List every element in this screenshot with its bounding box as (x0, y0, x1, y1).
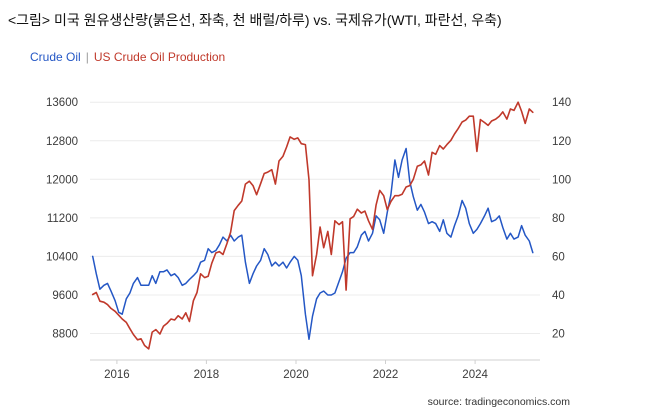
x-axis-tick-label: 2016 (104, 369, 130, 381)
legend-separator: | (85, 50, 89, 64)
x-axis-tick-label: 2022 (373, 369, 399, 381)
x-axis-tick-label: 2018 (194, 369, 220, 381)
y-axis-right-tick-label: 60 (552, 251, 565, 263)
y-axis-left-tick-label: 12000 (46, 174, 78, 186)
figure-title: <그림> 미국 원유생산량(붉은선, 좌축, 천 배럴/하루) vs. 국제유가… (8, 12, 502, 28)
y-axis-right-tick-label: 120 (552, 136, 571, 148)
y-axis-left-tick-label: 8800 (52, 329, 78, 341)
y-axis-right-tick-label: 20 (552, 329, 565, 341)
y-axis-right-tick-label: 80 (552, 213, 565, 225)
x-axis-tick-label: 2024 (462, 369, 488, 381)
y-axis-left-tick-label: 13600 (46, 97, 78, 109)
y-axis-left-tick-label: 12800 (46, 136, 78, 148)
legend-crude-oil: Crude Oil (30, 50, 81, 64)
y-axis-right-tick-label: 100 (552, 174, 571, 186)
chart-legend: Crude Oil | US Crude Oil Production (30, 50, 225, 64)
y-axis-left-tick-label: 9600 (52, 290, 78, 302)
series-line-wti (91, 147, 534, 341)
y-axis-right-tick-label: 140 (552, 97, 571, 109)
y-axis-left-tick-label: 11200 (47, 213, 78, 225)
x-axis-tick-label: 2020 (283, 369, 309, 381)
series-line-production (91, 101, 534, 350)
legend-us-production: US Crude Oil Production (93, 50, 226, 64)
y-axis-left-tick-label: 10400 (46, 251, 78, 263)
y-axis-right-tick-label: 40 (552, 290, 565, 302)
source-credit: source: tradingeconomics.com (427, 396, 570, 408)
dual-axis-line-chart: 8800 9600 10400 11200 12000 12800 13600 20 40 60 8… (46, 97, 571, 381)
